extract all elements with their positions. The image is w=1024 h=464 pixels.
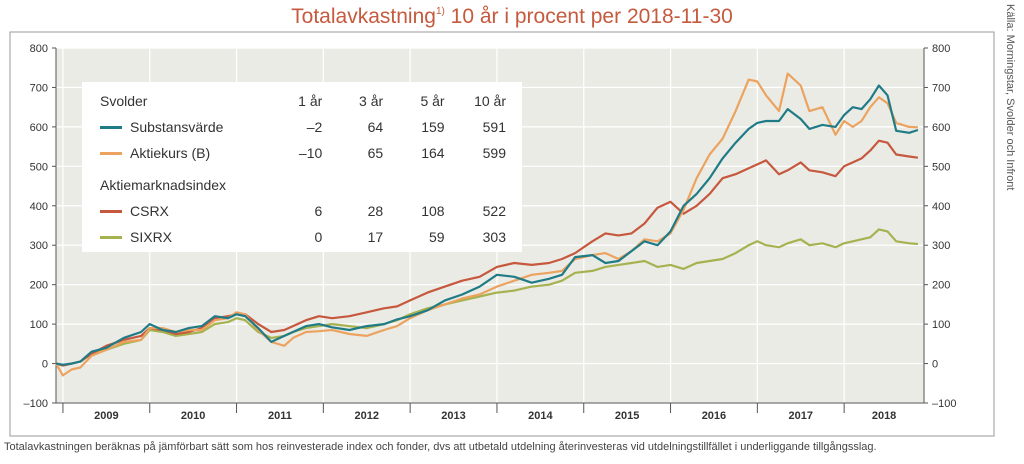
y-tick-label-right: 600: [932, 122, 950, 134]
y-tick-label: 500: [30, 161, 48, 173]
title-rest: 10 år i procent per 2018-11-30: [444, 5, 733, 28]
y-axis-right: –100 0 100 200 300 400 500 600 700 800: [932, 43, 956, 410]
title-main: Totalavkastning: [291, 5, 436, 28]
legend-value: 65: [367, 145, 384, 161]
chart-frame: [9, 31, 995, 437]
year-label: 2015: [615, 410, 639, 422]
series-lines: [55, 72, 919, 377]
legend-group1-title: Svolder: [100, 93, 148, 109]
year-label: 2009: [94, 410, 118, 422]
y-tick-label-right: 800: [932, 43, 950, 55]
aktiekurs-swatch: [100, 151, 122, 155]
y-tick-label: 800: [30, 43, 48, 55]
legend-row-csrx: CSRX 6 28 108 522: [82, 198, 522, 224]
legend-row-substans: Substansvärde –2 64 159 591: [82, 114, 522, 140]
legend-value: 0: [314, 229, 323, 245]
substans-swatch: [100, 125, 122, 129]
legend-label-csrx: CSRX: [130, 203, 169, 219]
legend-value: –10: [298, 145, 323, 161]
y-tick-label-right: 100: [932, 319, 950, 331]
y-tick-label: 100: [30, 319, 48, 331]
y-tick-label-right: 700: [932, 82, 950, 94]
chart-title: Totalavkastning1) 10 år i procent per 20…: [0, 0, 1024, 29]
csrx-swatch: [100, 209, 122, 213]
y-tick-label: –100: [24, 398, 48, 410]
footnote: Totalavkastningen beräknas på jämförbart…: [4, 441, 877, 453]
y-tick-label-right: 400: [932, 201, 950, 213]
legend-value: 17: [367, 229, 384, 245]
y-tick-label-right: 200: [932, 280, 950, 292]
legend-header-10y: 10 år: [474, 93, 506, 109]
y-tick-label: 600: [30, 122, 48, 134]
year-label: 2013: [441, 410, 465, 422]
y-tick-label-right: –100: [932, 398, 956, 410]
legend-value: 522: [482, 203, 506, 219]
year-label: 2016: [702, 410, 726, 422]
legend-value: 6: [314, 203, 323, 219]
year-label: 2018: [872, 410, 896, 422]
source-note: Källa: Morningstar, Svolder och Infront: [1004, 4, 1016, 191]
series-line-substansv-rde: [55, 84, 919, 366]
x-axis: 2009 2010 2011 2012 2013 2014 2015 2016 2017 2018: [94, 410, 896, 422]
series-line-sixrx: [55, 228, 918, 367]
legend-header-row: Svolder 1 år 3 år 5 år 10 år: [82, 88, 522, 114]
legend-value: 303: [482, 229, 506, 245]
y-tick-label-right: 500: [932, 161, 950, 173]
legend-value: –2: [306, 119, 323, 135]
legend-value: 28: [367, 203, 384, 219]
y-axis-left: –100 0 100 200 300 400 500 600 700 800: [24, 43, 48, 410]
sixrx-swatch: [100, 235, 122, 239]
legend: Svolder 1 år 3 år 5 år 10 år Substansvär…: [82, 82, 522, 252]
legend-value: 59: [429, 229, 445, 245]
legend-label-sixrx: SIXRX: [130, 229, 173, 245]
y-tick-label-right: 300: [932, 240, 950, 252]
year-label: 2011: [268, 410, 292, 422]
y-tick-label: 700: [30, 82, 48, 94]
year-label: 2012: [355, 410, 379, 422]
legend-value: 599: [482, 145, 506, 161]
year-label: 2017: [789, 410, 813, 422]
legend-value: 164: [421, 145, 445, 161]
title-footnote-mark: 1): [435, 6, 445, 17]
legend-value: 64: [367, 119, 384, 135]
y-tick-label: 300: [30, 240, 48, 252]
legend-value: 108: [421, 203, 445, 219]
y-tick-label: 0: [42, 359, 48, 371]
year-label: 2010: [181, 410, 205, 422]
y-tick-label: 200: [30, 280, 48, 292]
legend-value: 159: [421, 119, 445, 135]
legend-group2-title: Aktiemarknadsindex: [100, 177, 227, 193]
legend-label-aktiekurs: Aktiekurs (B): [130, 145, 211, 161]
year-label: 2014: [528, 410, 553, 422]
legend-row-aktiekurs: Aktiekurs (B) –10 65 164 599: [82, 140, 522, 166]
y-tick-label-right: 0: [932, 359, 938, 371]
legend-header-1y: 1 år: [298, 93, 323, 109]
y-tick-label: 400: [30, 201, 48, 213]
legend-group2-row: Aktiemarknadsindex: [82, 166, 522, 198]
legend-value: 591: [482, 119, 506, 135]
legend-header-3y: 3 år: [359, 93, 384, 109]
legend-table: Svolder 1 år 3 år 5 år 10 år Substansvär…: [82, 88, 522, 250]
legend-row-sixrx: SIXRX 0 17 59 303: [82, 224, 522, 250]
series-line-aktiekurs-b-: [55, 72, 918, 377]
legend-header-5y: 5 år: [420, 93, 445, 109]
legend-label-substans: Substansvärde: [130, 119, 224, 135]
